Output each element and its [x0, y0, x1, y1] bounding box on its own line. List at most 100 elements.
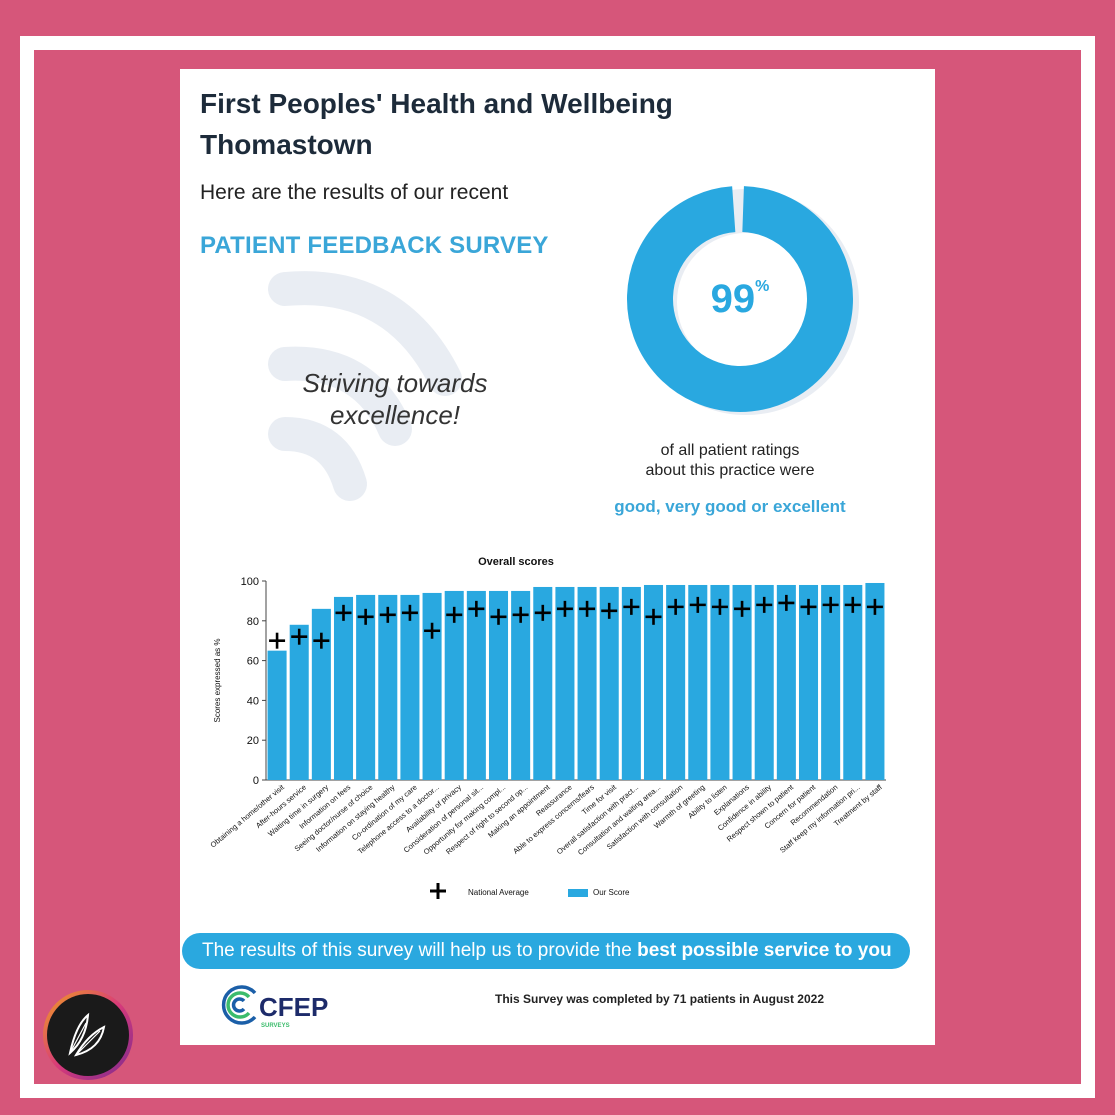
bar-our-score [333, 596, 354, 780]
national-average-marker [866, 598, 883, 615]
bar-our-score [843, 584, 863, 780]
slogan-line-1: Striving towards [302, 368, 488, 398]
national-average-marker [335, 604, 352, 621]
legend-our-score-label: Our Score [593, 888, 630, 897]
slogan: Striving towards excellence! [255, 367, 535, 431]
bar-our-score [754, 584, 774, 780]
bar-our-score [311, 608, 331, 780]
caption-line-1: of all patient ratings [660, 442, 800, 459]
bar-our-score [732, 584, 752, 780]
bar-our-score [422, 592, 442, 780]
national-average-marker [490, 608, 507, 625]
national-average-marker [844, 596, 861, 613]
bar-our-score [710, 584, 730, 780]
y-tick-label: 80 [247, 616, 259, 628]
donut-percentage: 99% [625, 184, 855, 414]
national-average-marker [579, 600, 596, 617]
bar-our-score [378, 594, 398, 780]
bar-our-score [688, 584, 708, 780]
bar-our-score [599, 586, 619, 780]
slogan-line-2: excellence! [329, 400, 461, 430]
title-line-2: Thomastown [200, 129, 373, 160]
bar-our-score [356, 594, 376, 780]
survey-heading: PATIENT FEEDBACK SURVEY [200, 232, 549, 259]
national-average-marker [623, 598, 640, 615]
bar-our-score [533, 586, 553, 780]
bar-our-score [666, 584, 686, 780]
national-average-marker [379, 606, 396, 623]
national-average-marker [446, 606, 463, 623]
bar-our-score [466, 590, 486, 780]
bar-our-score [865, 582, 885, 780]
overall-scores-chart: Overall scores 0 20 40 60 80 100 Scores express… [209, 556, 886, 899]
cfep-logo-icon [221, 985, 257, 1025]
national-average-marker [401, 604, 418, 621]
national-average-marker [778, 594, 795, 611]
bar-our-score [511, 590, 531, 780]
national-average-marker [534, 604, 551, 621]
national-average-marker [269, 632, 286, 649]
chart-title: Overall scores [478, 556, 554, 568]
national-average-marker [800, 598, 817, 615]
national-average-marker [601, 602, 618, 619]
page-title: First Peoples' Health and Wellbeing Thom… [200, 83, 760, 165]
bar-our-score [289, 624, 309, 780]
white-frame [20, 36, 1095, 1098]
donut-highlight: good, very good or excellent [614, 497, 846, 516]
national-average-marker [822, 596, 839, 613]
national-average-marker [645, 608, 662, 625]
y-tick-label: 60 [247, 656, 259, 668]
donut-value: 99 [710, 276, 756, 321]
leaf-icon [68, 1012, 106, 1057]
national-average-marker [689, 596, 706, 613]
banner-text: The results of this survey will help us … [202, 940, 638, 961]
national-average-marker [468, 600, 485, 617]
donut-caption: of all patient ratings about this practi… [560, 441, 900, 481]
caption-line-2: about this practice were [645, 462, 815, 479]
national-average-marker [667, 598, 684, 615]
bar-our-score [555, 586, 575, 780]
cfep-logo: CFEP SURVEYS [221, 985, 328, 1029]
national-average-marker [313, 632, 330, 649]
survey-poster: First Peoples' Health and Wellbeing Thom… [180, 69, 935, 1045]
donut-percent-sign: % [755, 278, 770, 295]
bar-our-score [444, 590, 464, 780]
bar-our-score [267, 650, 287, 780]
national-average-marker [291, 628, 308, 645]
bar-our-score [621, 586, 641, 780]
intro-text: Here are the results of our recent [200, 181, 509, 204]
bar-our-score [400, 594, 420, 780]
national-average-marker [734, 600, 751, 617]
donut-chart: 99% [625, 184, 865, 429]
wifi-waves-decoration [268, 271, 462, 501]
y-tick-label: 20 [247, 735, 259, 747]
completion-note: This Survey was completed by 71 patients… [495, 992, 824, 1006]
bar-our-score [798, 584, 819, 780]
bar-our-score [643, 584, 664, 780]
national-average-marker [357, 608, 374, 625]
bar-our-score [488, 590, 509, 780]
cfep-logo-text: CFEP [259, 992, 328, 1022]
national-average-marker [424, 622, 441, 639]
leaf-badge [43, 990, 133, 1080]
banner-bold-text: best possible service to you [637, 940, 892, 961]
y-tick-label: 0 [253, 775, 259, 787]
legend-national-average-symbol [430, 883, 446, 899]
national-average-marker [512, 606, 529, 623]
y-tick-label: 100 [241, 576, 259, 588]
national-average-marker [556, 600, 573, 617]
bar-our-score [577, 586, 597, 780]
donut-ring [627, 186, 859, 415]
national-average-marker [756, 596, 773, 613]
y-tick-label: 40 [247, 695, 259, 707]
bar-our-score [821, 584, 841, 780]
footer-banner: The results of this survey will help us … [182, 933, 910, 969]
y-axis-label: Scores expressed as % [213, 638, 222, 722]
legend-our-score-swatch [568, 889, 588, 897]
title-line-1: First Peoples' Health and Wellbeing [200, 88, 673, 119]
leaf-badge-inner [47, 994, 129, 1076]
legend-national-average-label: National Average [468, 888, 529, 897]
national-average-marker [711, 598, 728, 615]
bar-our-score [776, 584, 796, 780]
cfep-logo-sub: SURVEYS [261, 1023, 290, 1029]
